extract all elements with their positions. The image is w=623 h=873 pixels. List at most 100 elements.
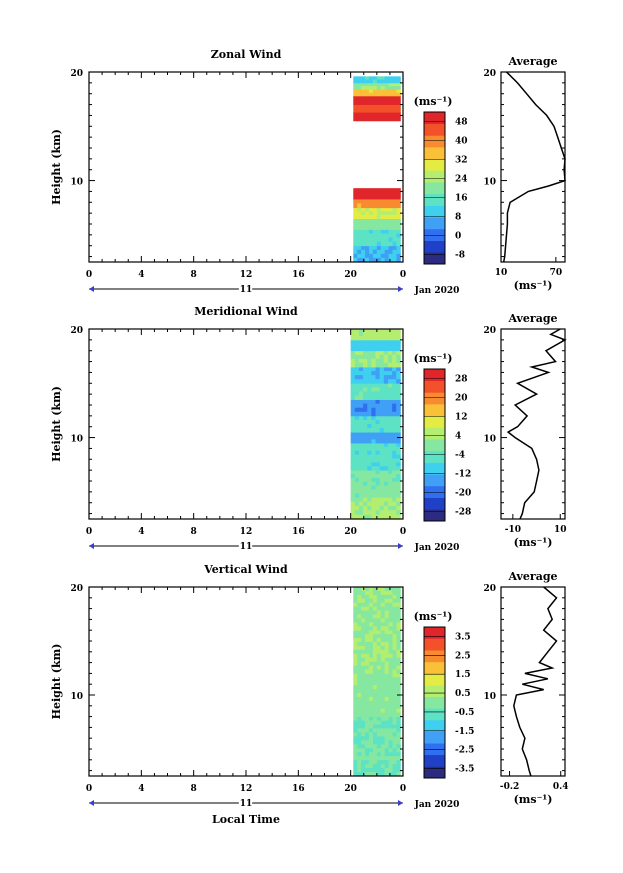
heatmap-cell	[361, 602, 366, 608]
heatmap-cell	[392, 241, 397, 247]
y-tick-label: 10	[70, 435, 83, 445]
heatmap-cell	[350, 497, 356, 503]
heatmap-cell	[358, 481, 364, 487]
heatmap-cell	[353, 614, 358, 619]
heatmap-cell	[363, 435, 368, 440]
heatmap-cell	[383, 332, 389, 337]
heatmap-cell	[384, 756, 390, 761]
heatmap-cell	[353, 195, 358, 200]
heatmap-cell	[380, 641, 386, 647]
heatmap-cell	[372, 716, 378, 721]
heatmap-cell	[372, 760, 378, 765]
heatmap-cell	[371, 489, 376, 494]
heatmap-cell	[353, 116, 358, 122]
heatmap-cell	[383, 339, 389, 344]
heatmap-cell	[361, 708, 366, 714]
heatmap-cell	[365, 203, 370, 209]
heatmap-cell	[350, 454, 356, 459]
heatmap-cell	[358, 497, 364, 503]
heatmap-cell	[376, 657, 382, 663]
heatmap-cell	[368, 716, 374, 721]
heatmap-cell	[358, 432, 364, 437]
heatmap-cell	[380, 665, 386, 670]
x-tick-label: 12	[240, 270, 253, 280]
heatmap-cell	[383, 415, 389, 421]
heatmap-cell	[353, 214, 358, 219]
heatmap-cell	[392, 514, 397, 520]
heatmap-cell	[396, 214, 401, 219]
heatmap-cell	[371, 371, 376, 376]
heatmap-cell	[353, 653, 358, 659]
average-y-label: 20	[483, 326, 496, 336]
heatmap-cell	[372, 653, 378, 659]
heatmap-cell	[384, 606, 390, 611]
heatmap-cell	[357, 732, 362, 737]
heatmap-cell	[384, 752, 390, 757]
heatmap-cell	[383, 395, 389, 400]
heatmap-cell	[379, 435, 385, 440]
heatmap-cell	[357, 681, 362, 686]
heatmap-cell	[354, 415, 360, 421]
heatmap-cell	[392, 195, 397, 200]
heatmap-cell	[358, 439, 364, 444]
heatmap-cell	[388, 257, 393, 263]
heatmap-cell	[353, 191, 358, 196]
heatmap-cell	[361, 704, 366, 710]
heatmap-cell	[388, 772, 393, 777]
heatmap-cell	[371, 403, 376, 409]
heatmap-cell	[380, 92, 386, 97]
heatmap-cell	[388, 245, 393, 251]
heatmap-cell	[368, 602, 374, 608]
heatmap-cell	[372, 82, 378, 87]
heatmap-cell	[379, 450, 385, 456]
heatmap-cell	[371, 428, 376, 433]
heatmap-cell	[354, 399, 360, 405]
heatmap-cell	[376, 653, 382, 659]
heatmap-cell	[387, 354, 393, 360]
heatmap-cell	[358, 362, 364, 368]
heatmap-cell	[396, 768, 401, 773]
heatmap-cells	[353, 76, 401, 263]
heatmap-cell	[368, 253, 374, 259]
heatmap-cell	[372, 614, 378, 619]
heatmap-cell	[371, 432, 376, 437]
heatmap-cell	[376, 92, 382, 97]
heatmap-cell	[396, 700, 401, 706]
heatmap-cell	[383, 350, 389, 356]
heatmap-cell	[388, 634, 393, 639]
heatmap-cell	[388, 689, 393, 694]
heatmap-cell	[354, 411, 360, 417]
heatmap-cell	[363, 407, 368, 413]
heatmap-cell	[357, 199, 362, 204]
heatmap-cell	[388, 233, 393, 238]
heatmap-cell	[368, 768, 374, 773]
heatmap-cell	[357, 108, 362, 113]
heatmap-cell	[387, 411, 393, 417]
x-tick-label: 20	[344, 270, 357, 280]
heatmap-cell	[350, 332, 356, 337]
heatmap-cell	[368, 241, 374, 247]
heatmap-cell	[358, 375, 364, 380]
heatmap-cell	[388, 728, 393, 733]
heatmap-cell	[375, 415, 381, 421]
heatmap-cell	[365, 249, 370, 255]
heatmap-cell	[372, 665, 378, 670]
heatmap-cell	[375, 347, 381, 352]
heatmap-cell	[350, 407, 356, 413]
x-tick-label: 0	[400, 527, 406, 537]
heatmap-cell	[384, 716, 390, 721]
heatmap-cell	[357, 100, 362, 105]
colorbar-swatch	[424, 147, 445, 160]
colorbar-frame	[423, 368, 446, 522]
heatmap-cell	[372, 245, 378, 251]
heatmap-cell	[379, 399, 385, 405]
heatmap-cell	[396, 76, 401, 80]
heatmap-cell	[353, 764, 358, 769]
heatmap-cell	[396, 229, 401, 234]
heatmap-cell	[350, 329, 356, 334]
heatmap-cell	[376, 736, 382, 741]
heatmap-cell	[358, 403, 364, 409]
heatmap-cell	[387, 454, 393, 459]
heatmap-cell	[372, 207, 378, 212]
heatmap-cell	[392, 708, 397, 714]
